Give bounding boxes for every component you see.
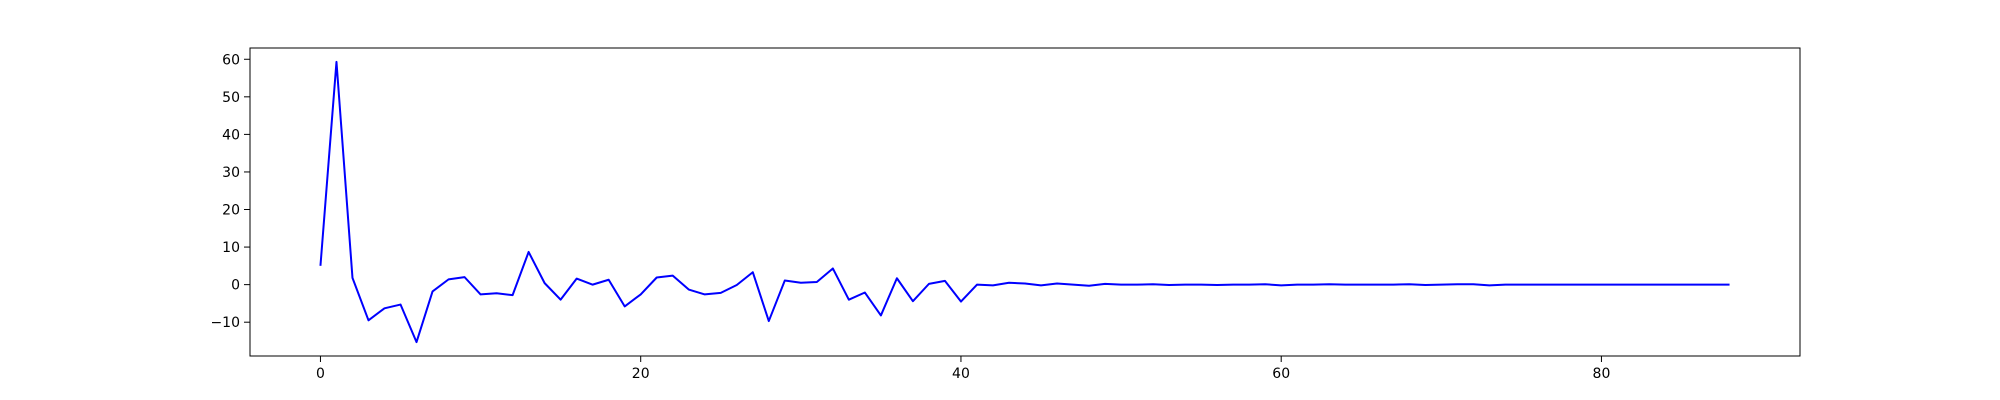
y-tick-label: 60: [222, 52, 240, 68]
x-tick-label: 0: [316, 366, 325, 382]
x-tick-label: 60: [1272, 366, 1290, 382]
series-line-0: [319, 60, 1730, 344]
plot-frame: [249, 47, 1801, 357]
y-tick-label: 30: [222, 165, 240, 181]
series-layer: [319, 60, 1730, 344]
x-tick-label: 20: [632, 366, 650, 382]
y-tick-label: −10: [210, 315, 240, 331]
y-tick-label: 0: [231, 278, 240, 294]
x-tick-label: 80: [1593, 366, 1611, 382]
axis-ticks: 0 20 40 60 80 −10 0 10 20 30 40 50 60: [210, 52, 1610, 382]
y-tick-label: 50: [222, 90, 240, 106]
x-tick-label: 40: [952, 366, 970, 382]
y-tick-label: 40: [222, 127, 240, 143]
y-tick-label: 20: [222, 203, 240, 219]
y-tick-label: 10: [222, 240, 240, 256]
